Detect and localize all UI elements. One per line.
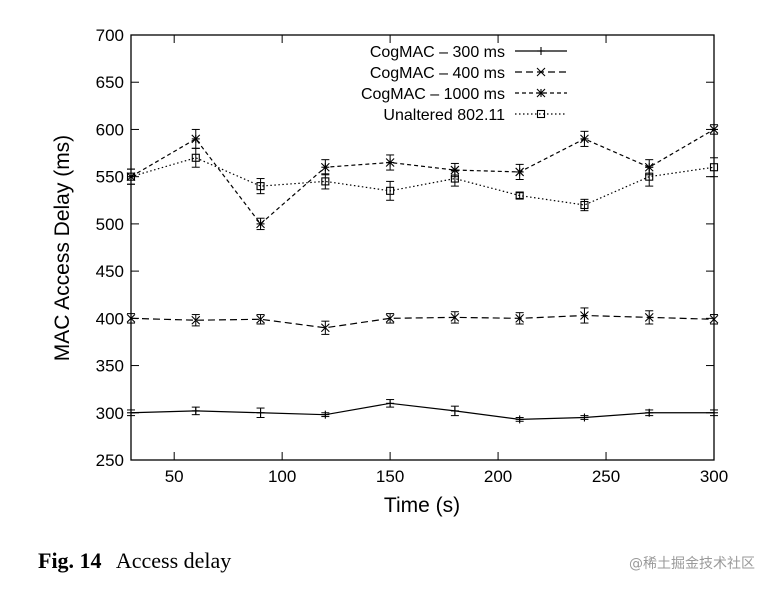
legend-label: CogMAC – 1000 ms bbox=[361, 86, 505, 103]
data-point bbox=[191, 134, 201, 144]
y-tick-label: 700 bbox=[96, 26, 124, 45]
data-point bbox=[645, 172, 654, 181]
figure-caption: Fig. 14 Access delay bbox=[38, 548, 231, 574]
y-tick-label: 500 bbox=[96, 215, 124, 234]
data-point bbox=[385, 313, 395, 323]
y-tick-label: 550 bbox=[96, 168, 124, 187]
legend-marker bbox=[536, 67, 546, 77]
data-point bbox=[256, 219, 265, 229]
data-point bbox=[515, 313, 525, 323]
series-line bbox=[130, 314, 715, 329]
data-point bbox=[515, 415, 524, 424]
data-point bbox=[580, 413, 589, 422]
x-tick-label: 250 bbox=[592, 467, 620, 486]
data-point bbox=[450, 312, 460, 322]
x-tick-label: 150 bbox=[376, 467, 404, 486]
data-point bbox=[515, 191, 524, 200]
access-delay-chart: 50 100 150 200 250 300 250 300 350 400 450 500 550 60… bbox=[51, 26, 729, 517]
data-point bbox=[256, 182, 265, 191]
data-point bbox=[256, 408, 265, 417]
legend: CogMAC – 300 ms CogMAC – 400 ms CogMAC – 1… bbox=[361, 44, 567, 124]
data-point bbox=[580, 134, 589, 144]
y-tick-label: 600 bbox=[96, 120, 124, 139]
x-tick-label: 50 bbox=[165, 467, 184, 486]
series-layer bbox=[126, 124, 719, 424]
data-point bbox=[126, 313, 136, 323]
data-point bbox=[709, 314, 719, 324]
series-3 bbox=[126, 124, 719, 231]
data-point bbox=[645, 408, 654, 417]
data-point bbox=[450, 406, 459, 415]
series-line bbox=[130, 128, 715, 225]
series-line bbox=[130, 157, 715, 206]
data-point bbox=[320, 162, 330, 172]
y-tick-label: 300 bbox=[96, 404, 124, 423]
data-point bbox=[450, 165, 460, 175]
figure-number: Fig. 14 bbox=[38, 548, 102, 573]
data-point bbox=[127, 408, 135, 417]
data-point bbox=[644, 312, 654, 322]
data-point bbox=[710, 408, 718, 417]
data-point bbox=[256, 314, 265, 324]
watermark: @稀土掘金技术社区 bbox=[629, 556, 755, 572]
y-tick-label: 650 bbox=[96, 73, 124, 92]
x-tick-label: 300 bbox=[700, 467, 728, 486]
data-point bbox=[321, 410, 330, 419]
data-point bbox=[709, 125, 719, 134]
series-line bbox=[130, 402, 714, 420]
series-2 bbox=[126, 307, 719, 335]
x-tick-label: 200 bbox=[484, 467, 512, 486]
data-point bbox=[191, 315, 201, 325]
data-point bbox=[386, 399, 395, 408]
y-tick-label: 400 bbox=[96, 309, 124, 328]
data-point bbox=[191, 153, 200, 162]
x-axis-title: Time (s) bbox=[384, 494, 460, 517]
x-tick-label: 100 bbox=[268, 467, 296, 486]
data-point bbox=[709, 163, 719, 172]
data-point bbox=[320, 323, 330, 333]
data-point bbox=[126, 172, 136, 181]
data-point bbox=[515, 167, 525, 177]
data-point bbox=[580, 311, 589, 320]
legend-label: CogMAC – 300 ms bbox=[370, 44, 505, 61]
legend-label: CogMAC – 400 ms bbox=[370, 65, 505, 82]
y-tick-label: 350 bbox=[96, 357, 124, 376]
axes: 50 100 150 200 250 300 250 300 350 400 450 500 550 60… bbox=[96, 26, 729, 486]
data-point bbox=[385, 158, 395, 167]
data-point bbox=[386, 186, 395, 195]
legend-marker bbox=[537, 47, 545, 55]
y-axis-title: MAC Access Delay (ms) bbox=[51, 135, 74, 361]
legend-marker bbox=[536, 88, 546, 98]
legend-label: Unaltered 802.11 bbox=[383, 107, 505, 124]
data-point bbox=[191, 406, 200, 415]
y-tick-label: 250 bbox=[96, 451, 124, 470]
series-1 bbox=[127, 399, 718, 424]
series-4 bbox=[126, 147, 719, 212]
plot-frame bbox=[130, 34, 715, 461]
data-point bbox=[321, 177, 330, 186]
data-point bbox=[450, 174, 459, 183]
data-point bbox=[580, 200, 589, 210]
legend-marker bbox=[536, 109, 546, 119]
y-tick-label: 450 bbox=[96, 262, 124, 281]
figure-caption-text: Access delay bbox=[115, 548, 232, 573]
